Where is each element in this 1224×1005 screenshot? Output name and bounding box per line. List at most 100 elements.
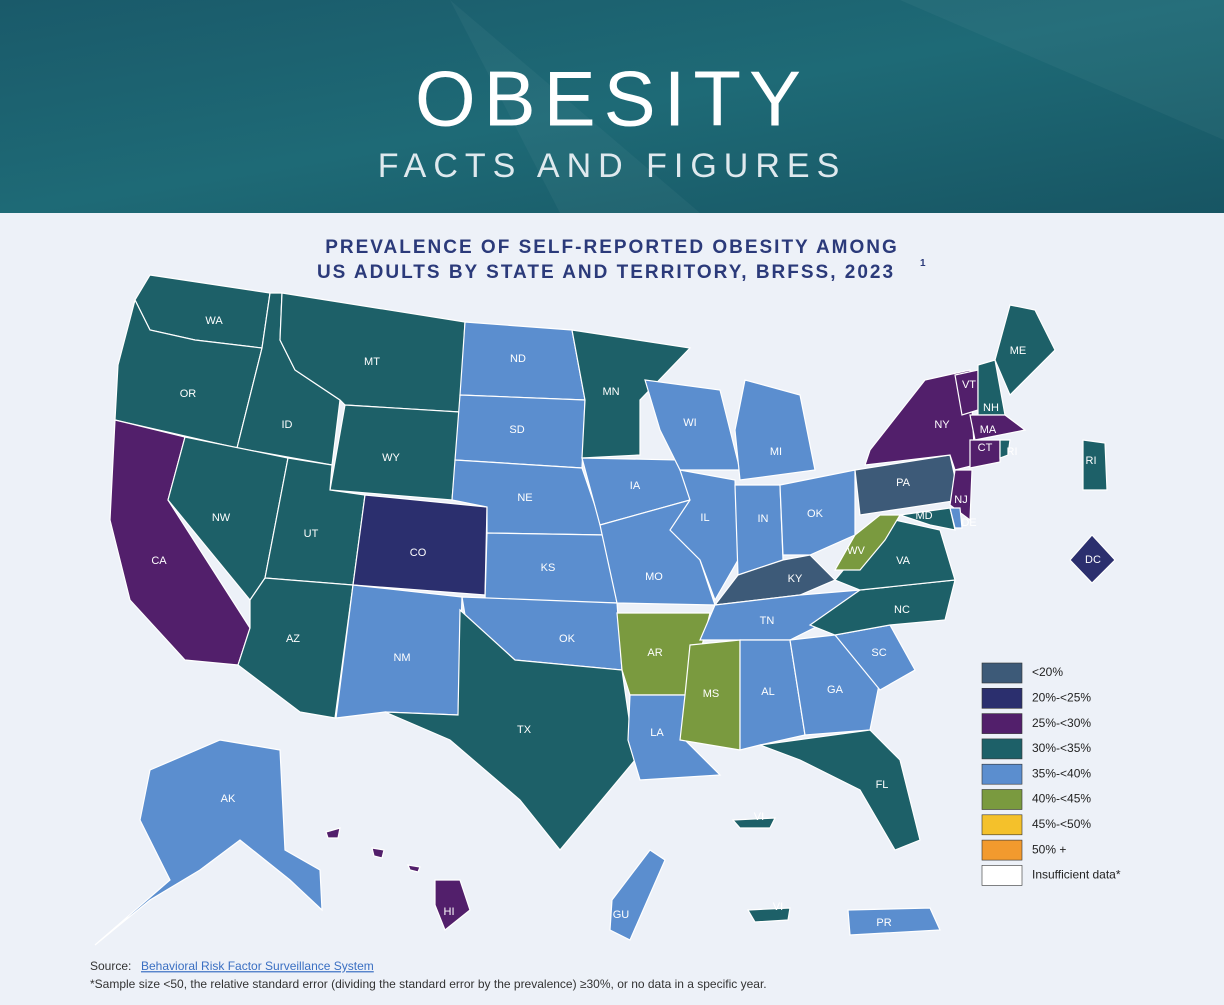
region-label: OR (180, 388, 197, 400)
region (371, 847, 385, 859)
region-label: IL (700, 512, 709, 524)
region (731, 817, 776, 829)
region (734, 484, 784, 576)
legend-swatch (981, 713, 1023, 734)
region (759, 729, 921, 851)
region-label: PR (876, 917, 891, 929)
region-label: NW (212, 512, 231, 524)
legend-swatch (981, 687, 1023, 709)
region (679, 639, 741, 751)
header-decoration (900, 0, 1224, 140)
region (609, 849, 666, 941)
region-label: ND (510, 353, 526, 365)
region-label: KY (788, 573, 803, 585)
legend-label: 35%-<40% (1032, 766, 1091, 780)
region-label: OK (807, 508, 824, 520)
region (644, 379, 741, 471)
legend-swatch (981, 865, 1023, 886)
region-label: MD (915, 510, 932, 522)
region-label: MI (770, 446, 782, 458)
region-label: VA (896, 555, 911, 567)
region-label: TN (760, 615, 775, 627)
region-label: CT (978, 442, 993, 454)
region-label: GA (827, 684, 844, 696)
region (969, 414, 1027, 441)
region (1069, 534, 1116, 584)
source-link[interactable]: Behavioral Risk Factor Surveillance Syst… (141, 959, 374, 973)
region (969, 439, 1001, 469)
header-band (0, 0, 1224, 213)
region-label: IN (758, 513, 769, 525)
region (949, 507, 963, 529)
region-label: SD (509, 424, 524, 436)
region-label: ME (1010, 345, 1027, 357)
region-label: PA (896, 477, 911, 489)
region-label: NJ (954, 494, 967, 506)
region-label: MO (645, 571, 663, 583)
region-label: WV (847, 545, 865, 557)
legend-swatch (981, 839, 1023, 861)
region-label: LA (650, 727, 664, 739)
region-label: DC (1085, 554, 1101, 566)
region-label: VT (962, 379, 976, 391)
region-label: DE (961, 517, 976, 529)
region-label: TX (517, 724, 532, 736)
legend-swatch (981, 662, 1023, 684)
source-label: Source: (90, 959, 131, 973)
region (1082, 439, 1108, 491)
region (384, 608, 636, 851)
legend-label: Insufficient data* (1032, 868, 1121, 882)
region-label: WY (382, 452, 400, 464)
region-label: NE (517, 492, 532, 504)
region-label: AL (761, 686, 774, 698)
region (899, 507, 956, 531)
region-label: AK (221, 793, 236, 805)
region (571, 329, 692, 459)
region-label: VI (773, 901, 783, 913)
region-label: MT (364, 356, 380, 368)
region-label: RI (1007, 446, 1018, 458)
region (994, 304, 1056, 397)
region (746, 907, 791, 923)
region-label: WI (683, 417, 696, 429)
legend-label: 50% + (1032, 842, 1066, 856)
region-label: NH (983, 402, 999, 414)
region-label: NM (393, 652, 410, 664)
region (847, 907, 941, 936)
region-label: IA (630, 480, 641, 492)
map-title-note: 1 (920, 258, 926, 269)
region (237, 577, 354, 719)
region-label: AR (647, 647, 662, 659)
legend-swatch (981, 738, 1023, 760)
page-subtitle: FACTS AND FIGURES (378, 147, 847, 185)
region-label: MA (980, 424, 997, 436)
legend: <20% 20%-<25% 25%-<30% 30%-<35% 35%-<40% 40%-… (981, 662, 1121, 886)
region-label: CA (151, 555, 167, 567)
legend-swatch (981, 814, 1023, 836)
header-decoration (450, 0, 700, 213)
map-title: PREVALENCE OF SELF-REPORTED OBESITY AMON… (325, 237, 899, 258)
region-label: RI (1086, 455, 1097, 467)
region (864, 369, 976, 471)
region (739, 639, 806, 751)
region-label: OK (559, 633, 576, 645)
region (325, 827, 341, 839)
region-label: CO (410, 547, 427, 559)
legend-label: 45%-<50% (1032, 817, 1091, 831)
region (407, 864, 421, 873)
legend-swatch (981, 763, 1023, 785)
legend-label: 20%-<25% (1032, 690, 1091, 704)
legend-swatch (981, 789, 1023, 810)
region-label: NY (934, 419, 950, 431)
legend-label: 30%-<35% (1032, 741, 1091, 755)
legend-label: 25%-<30% (1032, 716, 1091, 730)
region (434, 879, 471, 931)
region (94, 739, 323, 946)
region-label: FL (876, 779, 889, 791)
region-label: ID (282, 419, 293, 431)
page-title: OBESITY (415, 55, 809, 143)
footnote: *Sample size <50, the relative standard … (90, 977, 767, 991)
region-label: WA (205, 315, 223, 327)
region (352, 494, 488, 596)
region (999, 439, 1011, 459)
